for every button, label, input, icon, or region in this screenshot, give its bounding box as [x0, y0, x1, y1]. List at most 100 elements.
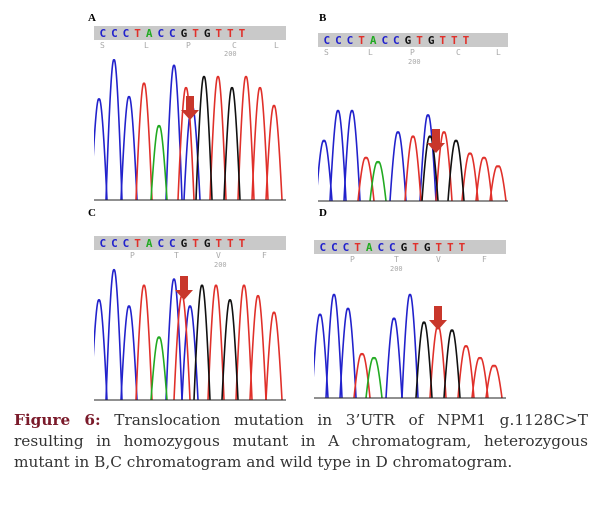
base-call-12: T [238, 26, 246, 40]
trace-peak-t [489, 165, 507, 202]
base-call-5: C [157, 26, 165, 40]
trace-peak-g [193, 284, 211, 401]
trace-peak-c [339, 307, 357, 399]
base-call-8: T [416, 33, 423, 47]
trace-peak-c [343, 109, 361, 202]
base-call-1: C [111, 236, 118, 250]
trace-peak-t [265, 311, 283, 401]
amino-acid-3: C [232, 41, 237, 50]
mutation-arrow-icon [175, 276, 193, 300]
trace-peak-c [385, 317, 403, 399]
base-call-3: T [134, 236, 141, 250]
trace-peak-g [195, 75, 213, 201]
base-call-5: C [157, 236, 165, 250]
panel-label-b: B [319, 12, 327, 24]
base-call-4: A [365, 240, 373, 254]
amino-acid-0: S [324, 48, 329, 57]
base-call-0: C [99, 236, 107, 250]
amino-acid-3: C [456, 48, 461, 57]
trace-peak-c [120, 96, 138, 201]
trace-peak-c [165, 64, 183, 201]
trace-peak-t [353, 352, 371, 399]
base-call-0: C [323, 33, 331, 47]
base-call-11: T [227, 236, 234, 250]
trace-peak-c [120, 305, 138, 401]
trace-peak-c [419, 114, 437, 202]
mutation-arrow-icon [427, 129, 445, 153]
amino-acid-0: P [130, 251, 135, 260]
panel-label-d: D [319, 207, 327, 219]
trace-plot [318, 109, 508, 202]
trace-peak-t [404, 135, 422, 202]
base-call-9: G [427, 33, 435, 47]
trace-peak-t [207, 284, 225, 401]
trace-peak-t [177, 87, 195, 201]
trace-peak-c [94, 299, 108, 401]
base-call-0: C [319, 240, 327, 254]
trace-peak-a [369, 160, 387, 202]
trace-peak-t [237, 75, 255, 201]
position-label: 200 [408, 58, 421, 66]
trace-peak-c [105, 269, 123, 401]
trace-peak-a [150, 336, 168, 401]
base-call-6: C [393, 33, 400, 47]
base-call-0: C [99, 26, 107, 40]
base-call-4: A [145, 26, 153, 40]
figure-caption: Figure 6: Translocation mutation in 3’UT… [14, 410, 588, 473]
base-call-9: G [203, 26, 211, 40]
trace-peak-t [235, 284, 253, 401]
trace-peak-t [471, 356, 489, 399]
base-call-3: T [358, 33, 365, 47]
base-call-7: G [180, 236, 188, 250]
trace-peak-t [135, 82, 153, 201]
base-call-12: T [458, 240, 466, 254]
base-call-11: T [227, 26, 234, 40]
base-call-10: T [215, 236, 223, 250]
trace-peak-c [401, 293, 419, 399]
trace-peak-g [447, 139, 465, 202]
amino-acid-1: T [174, 251, 179, 260]
base-call-9: G [203, 236, 211, 250]
amino-acid-4: L [274, 41, 279, 50]
base-call-11: T [451, 33, 458, 47]
base-call-1: C [335, 33, 342, 47]
trace-peak-c [181, 305, 199, 401]
amino-acid-2: P [186, 41, 191, 50]
trace-peak-g [443, 329, 461, 399]
trace-peak-t [249, 295, 267, 401]
trace-peak-t [429, 325, 447, 399]
base-call-7: G [404, 33, 412, 47]
base-call-10: T [435, 240, 443, 254]
trace-peak-t [265, 104, 283, 201]
trace-peak-t [435, 131, 453, 202]
trace-peak-t [457, 345, 475, 399]
trace-peak-c [389, 131, 407, 202]
base-call-2: C [122, 236, 130, 250]
mutation-arrow-icon [429, 306, 447, 330]
caption-lead: Figure 6: [14, 411, 101, 429]
caption-text: Translocation mutation in 3’UTR of NPM1 … [14, 411, 588, 471]
trace-peak-g [221, 299, 239, 401]
trace-peak-c [314, 313, 329, 399]
base-call-12: T [238, 236, 246, 250]
base-call-6: C [169, 236, 176, 250]
trace-peak-t [209, 75, 227, 201]
trace-peak-t [485, 364, 503, 399]
base-call-5: C [377, 240, 385, 254]
trace-plot [314, 293, 506, 399]
base-call-10: T [439, 33, 447, 47]
amino-acid-3: F [262, 251, 267, 260]
trace-peak-t [251, 87, 269, 201]
base-call-8: T [192, 236, 199, 250]
amino-acid-0: S [100, 41, 105, 50]
trace-peak-g [223, 87, 241, 201]
amino-acid-2: V [436, 255, 441, 264]
